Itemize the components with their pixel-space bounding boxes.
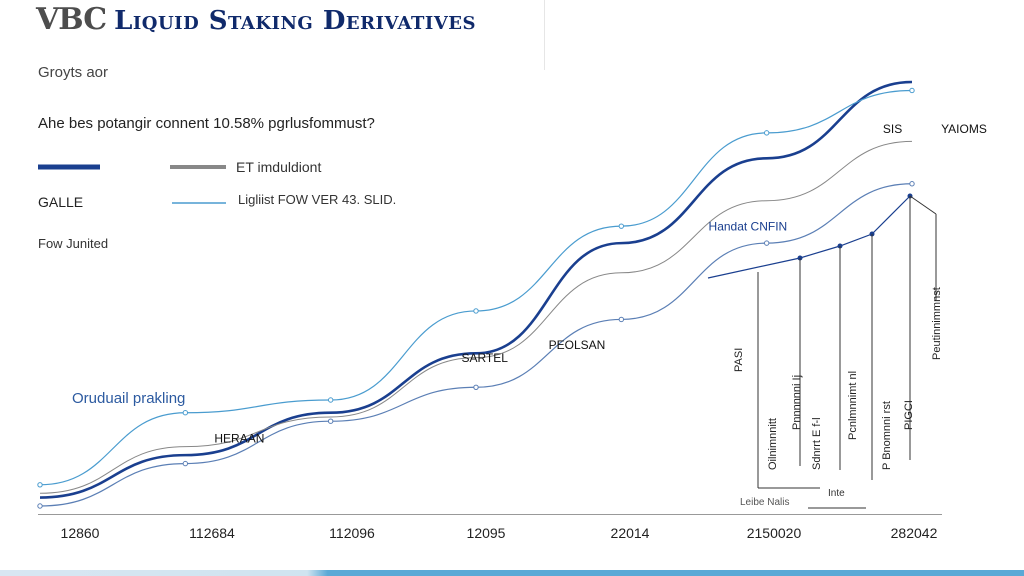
data-point-mid-0 <box>37 503 43 509</box>
chart-title: Liquid Staking Derivatives <box>114 6 477 36</box>
data-point-mid-6 <box>909 181 915 187</box>
label-sale: GALLE <box>38 194 84 210</box>
x-tick-label: 12860 <box>61 525 100 541</box>
annotation-label: Handat CNFIN <box>709 219 788 233</box>
callout-vertical-label: Sdnrrt E f-l <box>811 417 823 470</box>
annotation-label: SARTEL <box>461 351 508 365</box>
annotation-layer: SARTEL PEOLSAN HERAAN Handat CNFIN SIS YAIOMS… <box>214 122 987 446</box>
series-layer <box>37 80 915 509</box>
series-line-main <box>39 80 913 499</box>
x-tick-label: 112096 <box>329 525 375 541</box>
callout-vertical-label: PASI <box>733 348 745 372</box>
legend-label-2: Ligliist FOW VER 43. SLID. <box>238 192 396 207</box>
data-point-mid-4 <box>618 316 625 323</box>
x-tick-label: 112684 <box>189 525 235 541</box>
callout-layer: PASI Oilnimnnitt Pnnnnnni Ij Sdnrrt E f-l Pc… <box>707 193 943 509</box>
footer-bar <box>0 570 1024 576</box>
callout-vertical-label: PIGCI <box>903 400 915 430</box>
annotation-label: YAIOMS <box>941 122 987 136</box>
x-tick-label: 12095 <box>467 525 506 541</box>
callout-leader-diag <box>909 195 937 215</box>
x-tick-label: 2150020 <box>747 525 802 541</box>
data-point-mid-2 <box>327 418 334 424</box>
x-tick-label: 282042 <box>891 525 938 541</box>
series-line-thin <box>39 140 913 494</box>
data-point-light-3 <box>473 308 479 314</box>
callout-vertical-label: Pnnnnnni Ij <box>791 375 803 430</box>
data-point-light-0 <box>37 482 43 488</box>
callout-vertical-label: Pcnlmnnimt nl <box>847 371 859 440</box>
legend-label-1: ET imduldiont <box>236 159 321 175</box>
annotation-label: SIS <box>883 122 902 136</box>
data-point-light-4 <box>618 223 625 229</box>
x-axis <box>38 514 942 515</box>
data-point-mid-5 <box>763 240 770 246</box>
data-point-mid-3 <box>473 384 479 390</box>
callout-vertical-label: Oilnimnnitt <box>767 418 779 470</box>
callout-vertical-label: Peutinnimmnst <box>931 287 943 360</box>
data-point-light-6 <box>909 87 915 94</box>
chart-subtitle: Groyts aor <box>38 64 109 81</box>
x-tick-label: 22014 <box>611 525 650 541</box>
series-line-light <box>39 89 913 486</box>
label-ordinal: Oruduail prakling <box>72 390 186 407</box>
annotation-label: HERAAN <box>214 431 264 445</box>
x-tick-layer: 12860 112684 112096 12095 22014 2150020 282042 <box>61 525 938 541</box>
callout-vertical-label: P Bnomnni rst <box>881 401 893 470</box>
data-point-light-2 <box>327 397 334 403</box>
callout-footnote: Inte <box>828 488 845 499</box>
annotation-label: PEOLSAN <box>549 338 606 352</box>
callout-guide-line <box>707 195 911 279</box>
label-fow: Fow Junited <box>38 236 109 251</box>
chart-question: Ahe bes potangir connent 10.58% pgrlusfo… <box>38 115 375 132</box>
callout-footnote: Leibe Nalis <box>740 497 789 508</box>
header-divider <box>544 0 545 70</box>
logo: VBC <box>36 2 107 37</box>
data-point-mid-1 <box>182 460 189 467</box>
data-point-light-1 <box>182 410 189 416</box>
chart-header: VBC Liquid Staking Derivatives <box>36 2 476 37</box>
data-point-light-5 <box>763 130 770 136</box>
